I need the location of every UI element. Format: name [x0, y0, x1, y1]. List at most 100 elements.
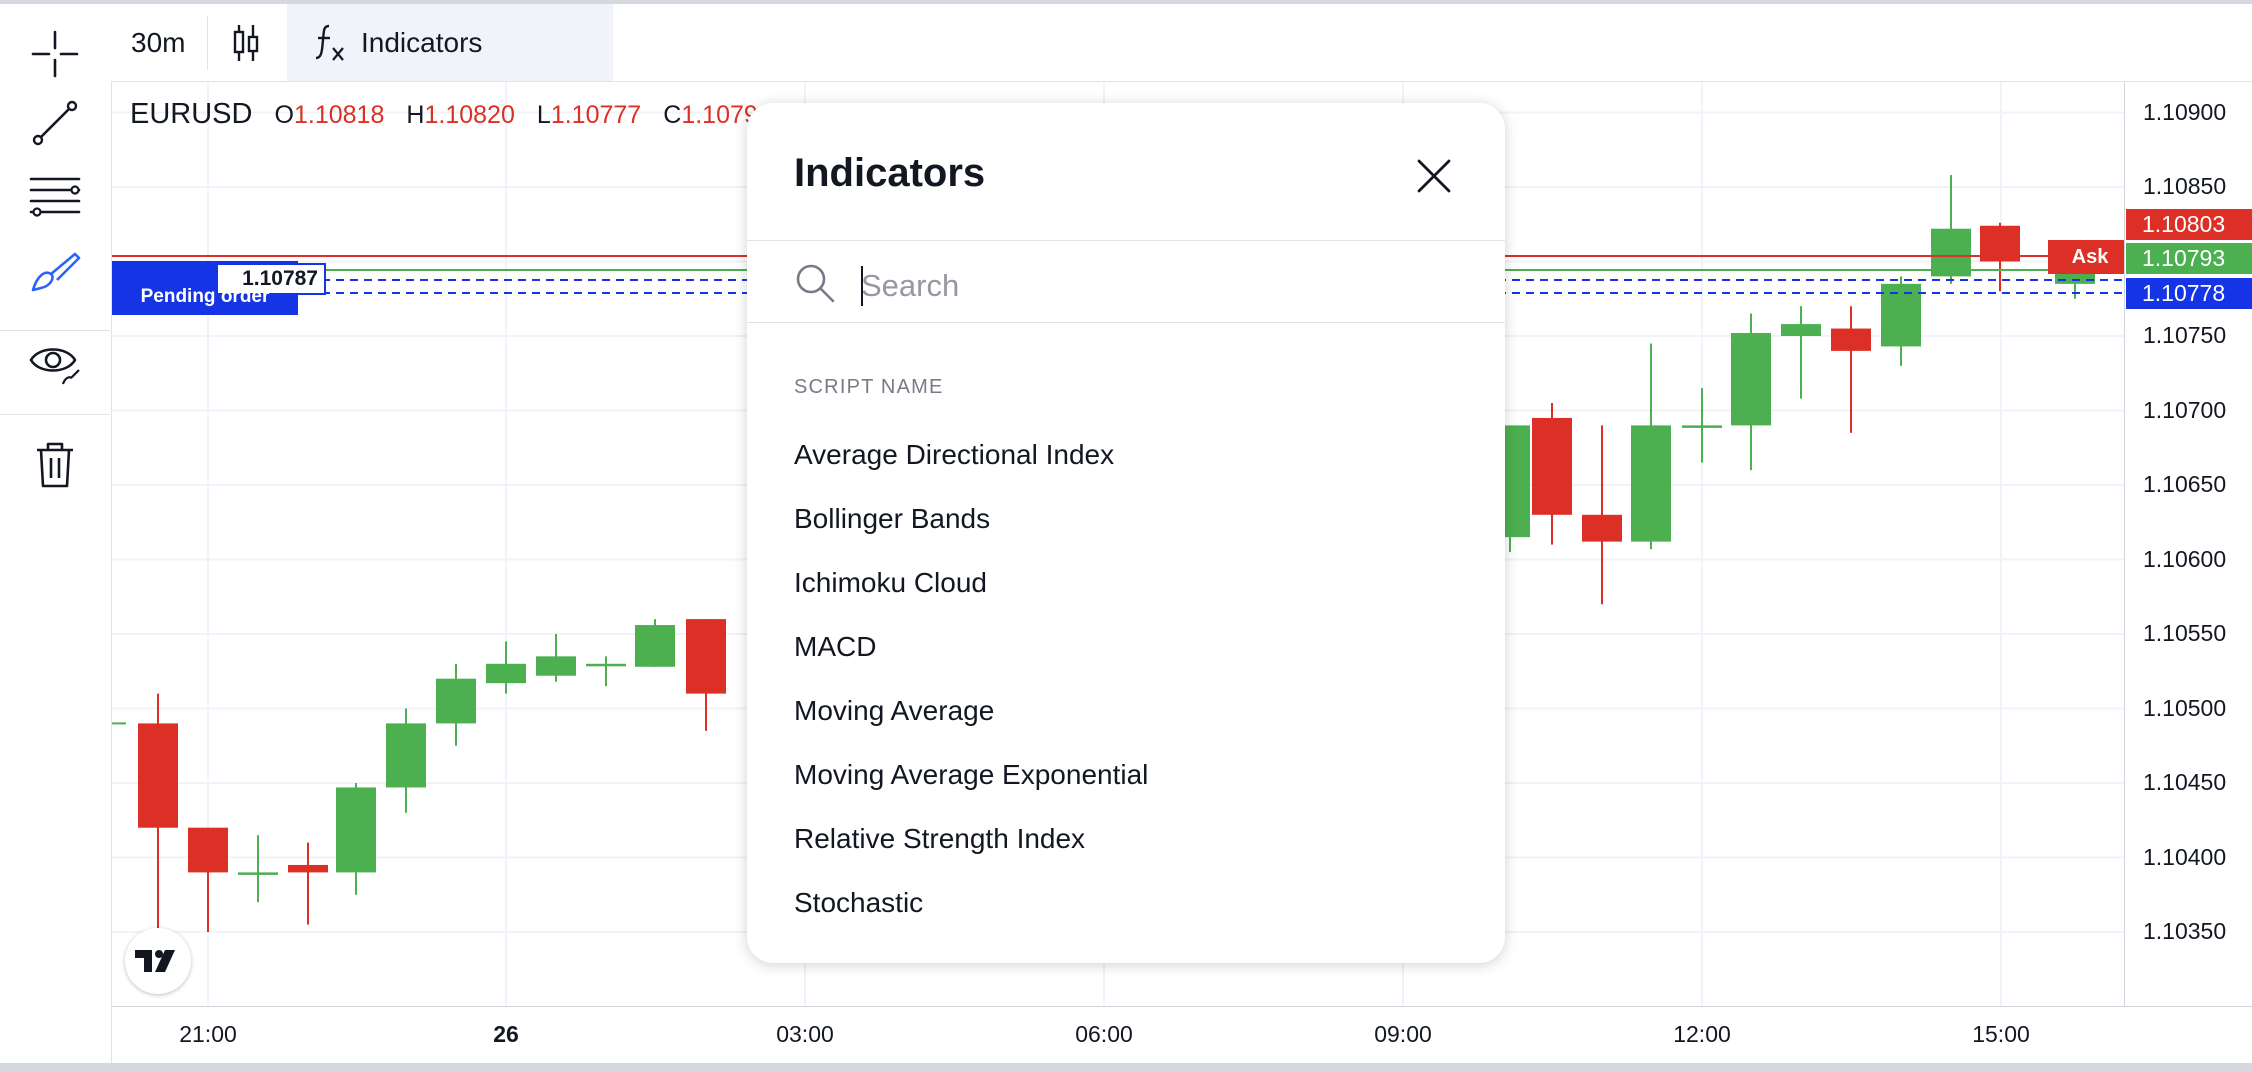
crosshair-icon [31, 30, 79, 78]
price-tick-label: 1.10650 [2143, 471, 2227, 497]
tradingview-logo-icon [135, 950, 175, 972]
price-badge-ask: 1.10803 [2126, 209, 2252, 240]
brush-tool-button[interactable] [22, 239, 88, 305]
trend-line-icon [32, 100, 78, 146]
candles-icon [233, 24, 259, 61]
candle-body [1532, 417, 1572, 515]
price-tick-label: 1.10450 [2143, 769, 2227, 795]
indicator-search-input[interactable] [861, 261, 1461, 311]
trend-line-tool-button[interactable] [22, 90, 88, 156]
interval-label: 30m [131, 26, 186, 58]
time-tick-label: 26 [493, 1021, 519, 1047]
indicator-list-item[interactable]: Bollinger Bands [794, 503, 991, 534]
time-tick-label: 03:00 [776, 1021, 834, 1047]
candle-body [686, 619, 726, 694]
candle-body [436, 678, 476, 724]
toolbar-divider [0, 414, 110, 415]
text-caret [861, 266, 863, 306]
interval-button[interactable]: 30m [131, 4, 185, 81]
symbol-name: EURUSD [130, 98, 253, 130]
price-tick-label: 1.10400 [2143, 843, 2227, 870]
pending-order-label: Pending order [140, 286, 270, 307]
crosshair-tool-button[interactable] [22, 21, 88, 87]
candle-body [288, 864, 328, 873]
hide-drawings-button[interactable] [22, 329, 88, 395]
function-icon [315, 24, 344, 61]
price-tick-label: 1.10850 [2143, 173, 2227, 199]
candle-body [386, 723, 426, 788]
low-key: L [536, 101, 551, 129]
candle-body [1631, 425, 1671, 542]
candle-body [138, 723, 178, 828]
toolbar-divider [207, 16, 208, 70]
remove-drawings-button[interactable] [22, 432, 88, 498]
close-key: C [663, 101, 682, 129]
window-top-border [0, 0, 2252, 4]
dialog-close-button[interactable] [1407, 149, 1461, 203]
price-tick-label: 1.10350 [2143, 918, 2227, 944]
eye-icon [29, 348, 80, 385]
fib-lines-icon [29, 177, 81, 217]
price-tick-label: 1.10700 [2143, 396, 2227, 423]
indicator-list-item[interactable]: Average Directional Index [794, 439, 1115, 470]
symbol-legend: EURUSD O1.10818 H1.10820 L1.10777 C1.107… [130, 98, 772, 131]
time-tick-label: 09:00 [1374, 1021, 1432, 1047]
candle-body [486, 663, 526, 684]
open-key: O [274, 101, 294, 129]
candle-body [1582, 514, 1622, 542]
price-tick-label: 1.10750 [2143, 322, 2227, 348]
low-value: 1.10777 [550, 101, 642, 129]
indicator-list-item[interactable]: Ichimoku Cloud [794, 567, 987, 598]
tradingview-logo[interactable] [125, 928, 191, 994]
ask-label: Ask [2072, 246, 2110, 268]
script-name-header: SCRIPT NAME [794, 376, 944, 398]
candle-body [586, 663, 626, 667]
price-tick-label: 1.10500 [2143, 694, 2227, 721]
indicator-list-item[interactable]: Stochastic [794, 887, 924, 918]
candle-body [1931, 228, 1971, 277]
close-icon [1417, 159, 1451, 193]
pending-order-price: 1.10787 [242, 267, 318, 290]
candle-body [336, 787, 376, 873]
price-tick-label: 1.10900 [2143, 98, 2227, 125]
dialog-divider [747, 322, 1505, 323]
price-tick-label: 1.10600 [2143, 545, 2227, 572]
dialog-divider [747, 240, 1505, 241]
top-toolbar: 30m Indicators [111, 4, 2252, 82]
indicator-list-item[interactable]: Moving Average Exponential [794, 759, 1149, 790]
high-key: H [406, 101, 425, 129]
indicator-list-item[interactable]: Moving Average [794, 695, 995, 726]
candle-body [2055, 271, 2095, 284]
window-bottom-border [0, 1063, 2252, 1072]
pending-order-line-label[interactable]: 1.10787 Pending order [112, 261, 326, 315]
candle-body [536, 656, 576, 676]
price-scale[interactable]: 1.10900 1.10850 1.10750 1.10700 1.10650 1.106… [2124, 82, 2252, 1006]
indicator-list-item[interactable]: Relative Strength Index [794, 823, 1086, 854]
indicator-list-item[interactable]: MACD [794, 631, 877, 662]
time-tick-label: 21:00 [179, 1021, 237, 1047]
indicators-label: Indicators [361, 26, 483, 58]
left-drawing-toolbar [0, 4, 112, 1063]
candle-body [1682, 425, 1722, 428]
chart-type-button[interactable] [231, 4, 261, 81]
fib-lines-tool-button[interactable] [22, 162, 88, 228]
time-tick-label: 12:00 [1673, 1021, 1731, 1047]
indicators-dialog: Indicators SCRIPT NAME Average Direction… [747, 103, 1505, 963]
indicators-button[interactable]: Indicators [287, 4, 613, 81]
time-tick-label: 06:00 [1075, 1021, 1133, 1047]
pending-order-price-box: 1.10787 [216, 263, 326, 295]
time-scale[interactable]: 21:00 26 03:00 06:00 09:00 12:00 15:00 [112, 1006, 2252, 1064]
candle-body [1831, 328, 1871, 351]
candle-body [635, 625, 675, 667]
open-value: 1.10818 [293, 101, 385, 129]
toolbar-divider [0, 330, 110, 331]
candle-body [1781, 324, 1821, 336]
price-badge-order: 1.10778 [2126, 278, 2252, 309]
candle-body [1731, 333, 1771, 426]
search-icon [796, 264, 835, 303]
high-value: 1.10820 [424, 101, 515, 129]
brush-icon [31, 252, 81, 292]
price-badge-last: 1.10793 [2126, 243, 2252, 274]
dialog-title: Indicators [794, 151, 986, 195]
time-tick-label: 15:00 [1972, 1021, 2030, 1047]
